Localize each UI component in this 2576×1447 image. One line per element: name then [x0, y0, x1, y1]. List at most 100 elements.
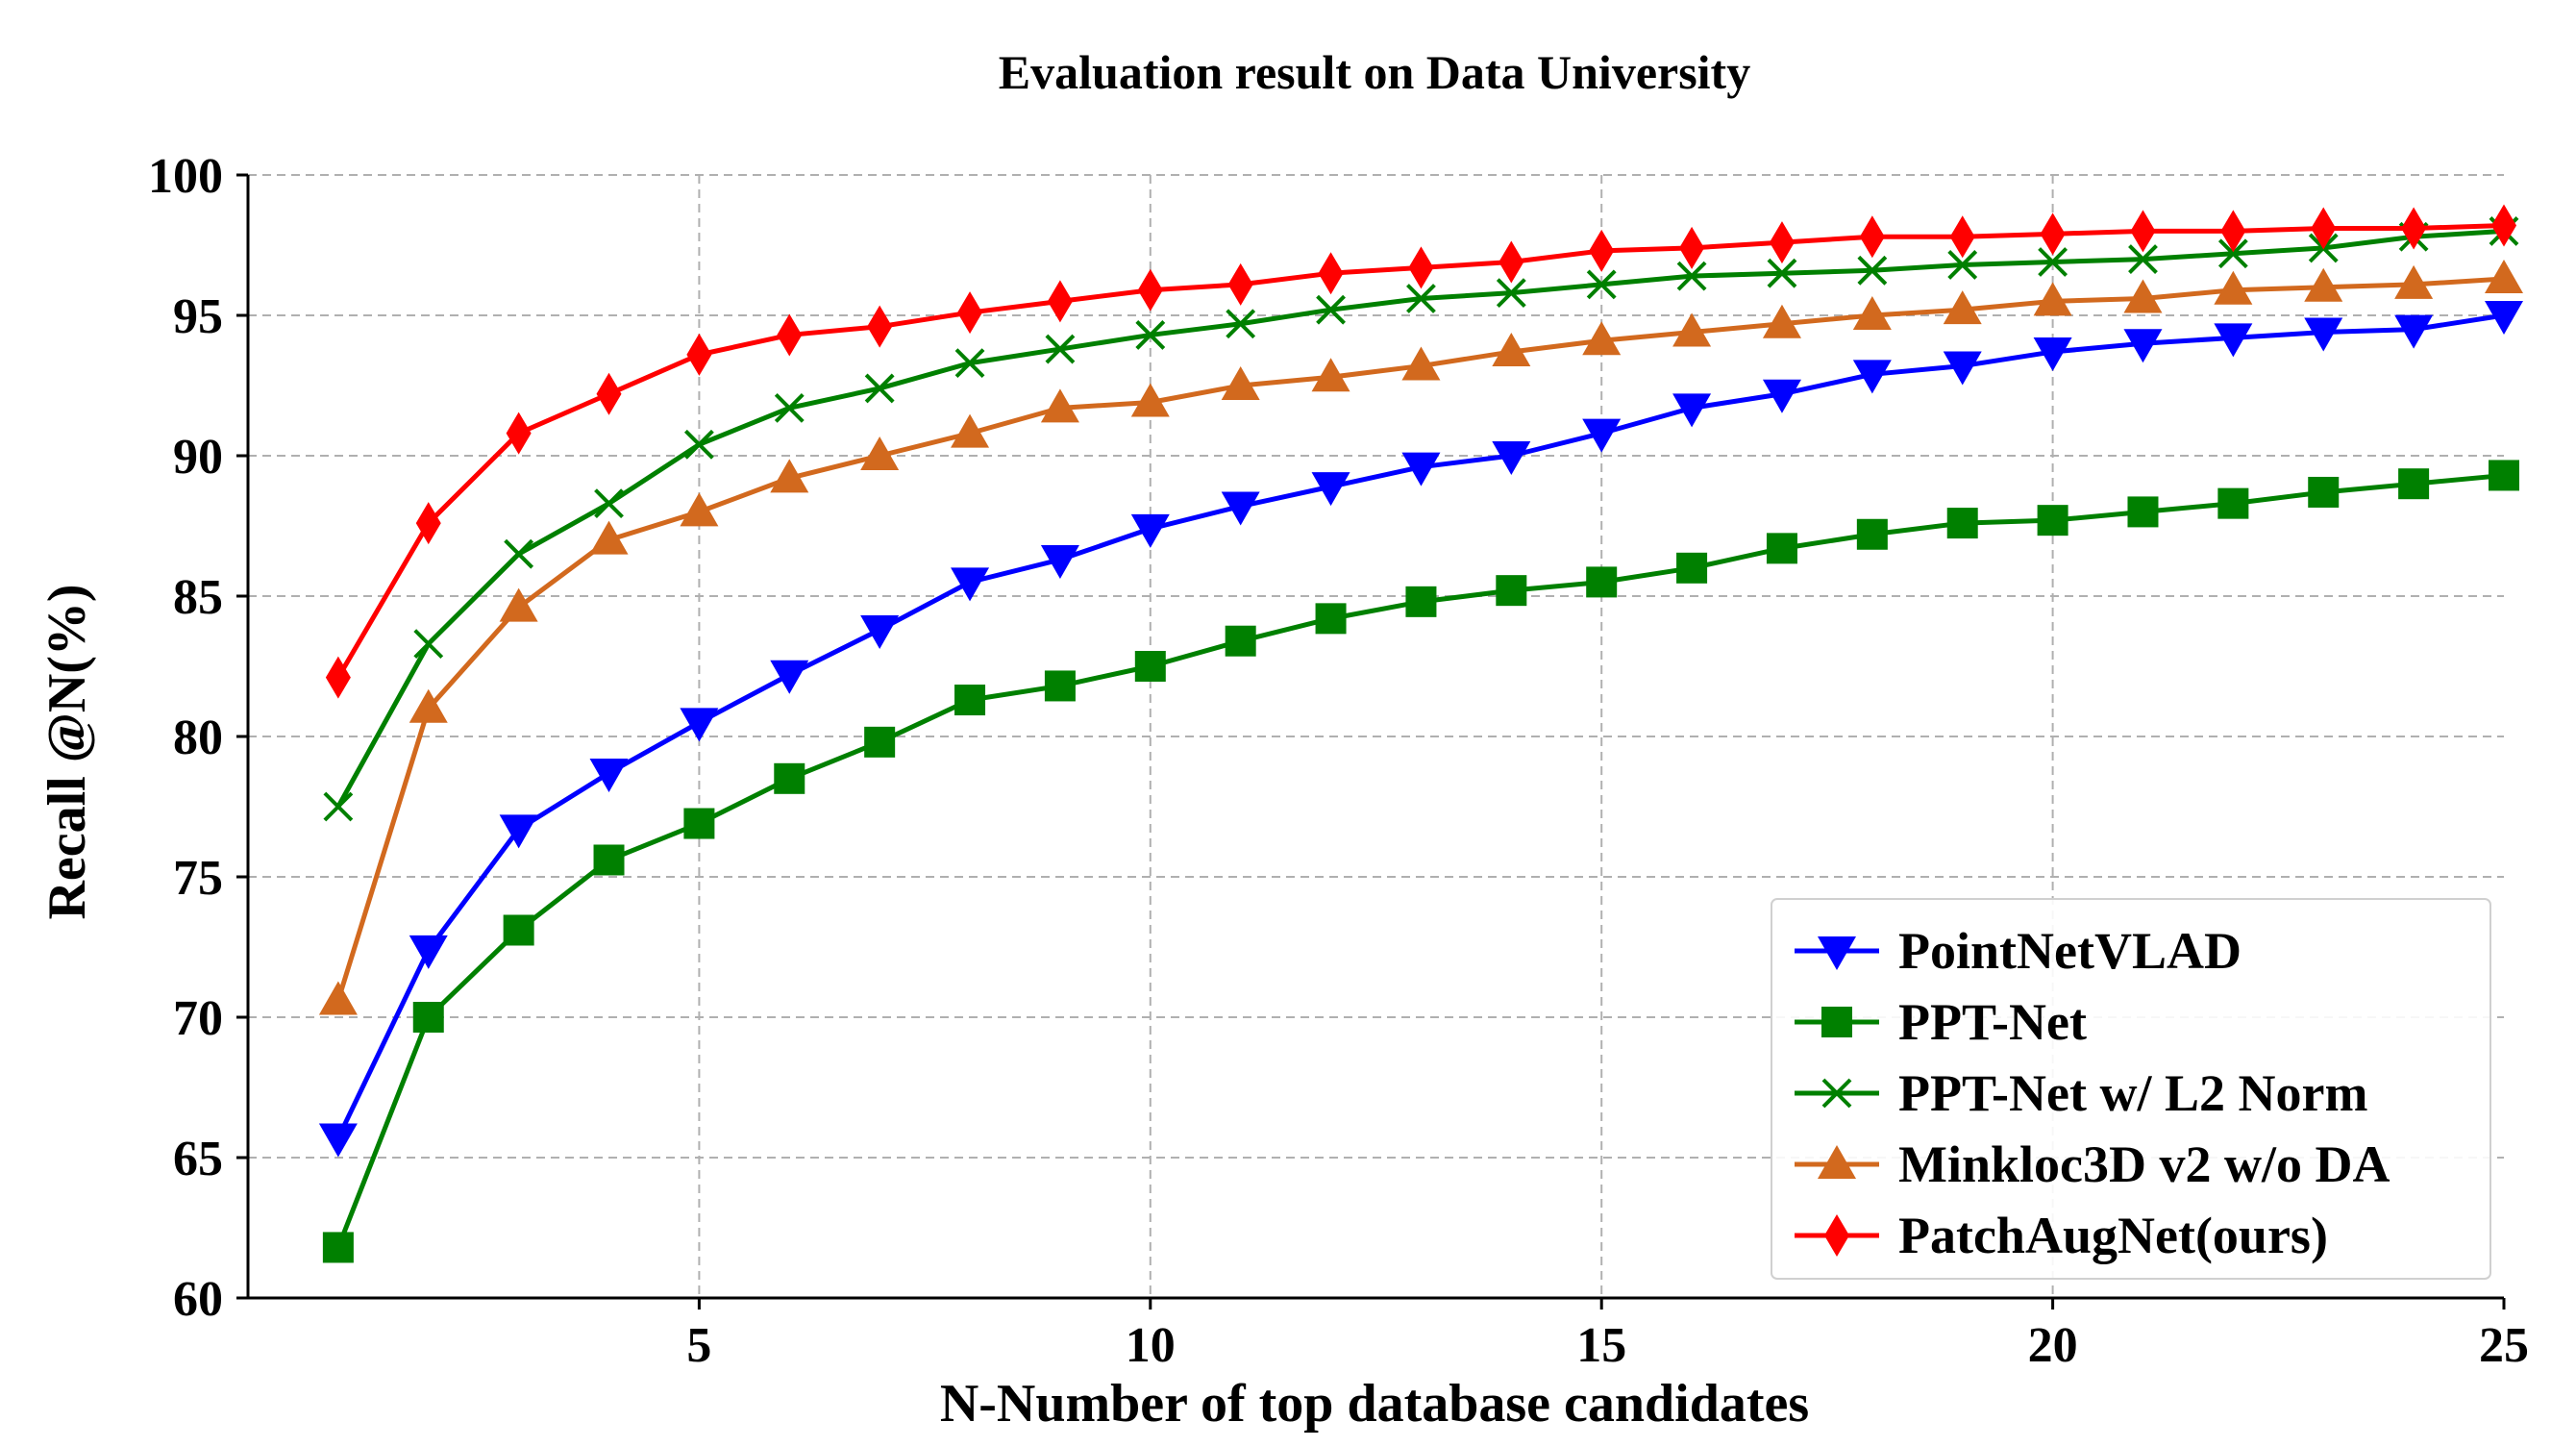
- legend-box: [1771, 898, 2491, 1280]
- data-point: [1040, 545, 1079, 580]
- data-point: [680, 708, 719, 742]
- data-point: [1586, 269, 1617, 300]
- data-point: [594, 488, 624, 519]
- data-point: [589, 758, 629, 792]
- data-point: [1492, 441, 1531, 475]
- data-point: [1767, 258, 1797, 288]
- data-point: [864, 373, 895, 404]
- data-point: [1852, 296, 1892, 330]
- data-point: [770, 660, 809, 694]
- data-point: [1496, 575, 1527, 607]
- series-4: [318, 260, 2523, 1015]
- series-line: [335, 276, 2505, 1002]
- data-point: [1047, 280, 1073, 323]
- y-tick-label: 80: [173, 711, 223, 765]
- data-point: [1949, 215, 1975, 259]
- data-point: [1676, 552, 1708, 584]
- data-point: [2304, 267, 2343, 302]
- data-point: [1496, 278, 1526, 309]
- legend-marker: [1821, 1007, 1852, 1037]
- data-point: [860, 437, 900, 470]
- data-point: [593, 844, 625, 876]
- data-point: [413, 629, 444, 660]
- data-point: [1225, 625, 1256, 657]
- data-point: [1406, 284, 1436, 313]
- data-point: [318, 1123, 358, 1158]
- data-point: [1672, 312, 1712, 347]
- data-point: [504, 538, 534, 569]
- data-point: [1221, 366, 1260, 400]
- legend-item: PPT-Net w/ L2 Norm: [1795, 1064, 2367, 1122]
- data-point: [415, 502, 441, 545]
- series-line: [335, 228, 2505, 809]
- data-point: [683, 808, 715, 839]
- data-point: [2127, 496, 2159, 528]
- series: [318, 204, 2523, 1263]
- data-point: [2123, 329, 2163, 363]
- data-point: [1401, 452, 1441, 486]
- data-point: [2123, 279, 2163, 313]
- data-point: [2214, 270, 2253, 305]
- y-axis-label: Recall @N(%): [37, 584, 97, 919]
- data-point: [1492, 332, 1531, 366]
- data-point: [1852, 360, 1892, 394]
- legend-label: PointNetVLAD: [1898, 922, 2242, 980]
- x-axis-label: N-Number of top database candidates: [940, 1374, 1809, 1434]
- data-point: [1130, 383, 1170, 417]
- y-tick-label: 95: [173, 289, 223, 344]
- legend-marker: [1821, 1078, 1852, 1109]
- data-point: [1943, 351, 1982, 386]
- y-tick-label: 70: [173, 991, 223, 1046]
- legend-label: PPT-Net: [1898, 993, 2087, 1051]
- data-point: [1311, 472, 1350, 507]
- data-point: [1946, 508, 1978, 539]
- data-point: [1227, 262, 1253, 306]
- x-tick-label: 25: [2479, 1318, 2529, 1373]
- data-point: [2130, 210, 2156, 253]
- data-point: [2308, 476, 2340, 508]
- series-2: [322, 460, 2519, 1263]
- data-point: [499, 587, 538, 622]
- data-point: [589, 520, 629, 555]
- legend-label: PPT-Net w/ L2 Norm: [1898, 1064, 2367, 1122]
- data-point: [2394, 264, 2434, 299]
- data-point: [680, 492, 719, 527]
- data-point: [2128, 244, 2158, 275]
- legend-item: PointNetVLAD: [1795, 922, 2242, 980]
- data-point: [1040, 388, 1079, 423]
- chart-title: Evaluation result on Data University: [999, 45, 1750, 99]
- legend-item: PatchAugNet(ours): [1795, 1207, 2328, 1264]
- y-tick-label: 100: [148, 149, 223, 204]
- data-point: [1045, 334, 1076, 364]
- data-point: [1762, 304, 1801, 338]
- data-point: [2033, 337, 2072, 371]
- data-point: [1499, 240, 1524, 284]
- legend-marker: [1818, 1145, 1856, 1179]
- data-point: [2311, 207, 2337, 250]
- data-point: [1586, 566, 1618, 598]
- data-point: [774, 762, 805, 794]
- data-point: [2040, 212, 2066, 256]
- legend-label: PatchAugNet(ours): [1898, 1207, 2328, 1264]
- data-point: [1589, 229, 1615, 272]
- data-point: [1769, 221, 1795, 264]
- data-point: [1947, 250, 1978, 280]
- data-point: [770, 459, 809, 493]
- data-point: [954, 348, 985, 379]
- data-point: [1405, 586, 1437, 617]
- data-point: [318, 981, 358, 1015]
- data-point: [954, 685, 986, 716]
- y-tick-label: 75: [173, 851, 223, 906]
- data-point: [1221, 491, 1260, 526]
- data-point: [2398, 468, 2430, 500]
- data-point: [686, 333, 712, 376]
- data-point: [322, 1232, 354, 1263]
- data-point: [1135, 320, 1166, 350]
- data-point: [2394, 314, 2434, 349]
- data-point: [2485, 301, 2523, 335]
- data-point: [412, 1002, 444, 1033]
- data-point: [503, 914, 534, 946]
- data-point: [957, 291, 983, 335]
- data-point: [2217, 238, 2248, 269]
